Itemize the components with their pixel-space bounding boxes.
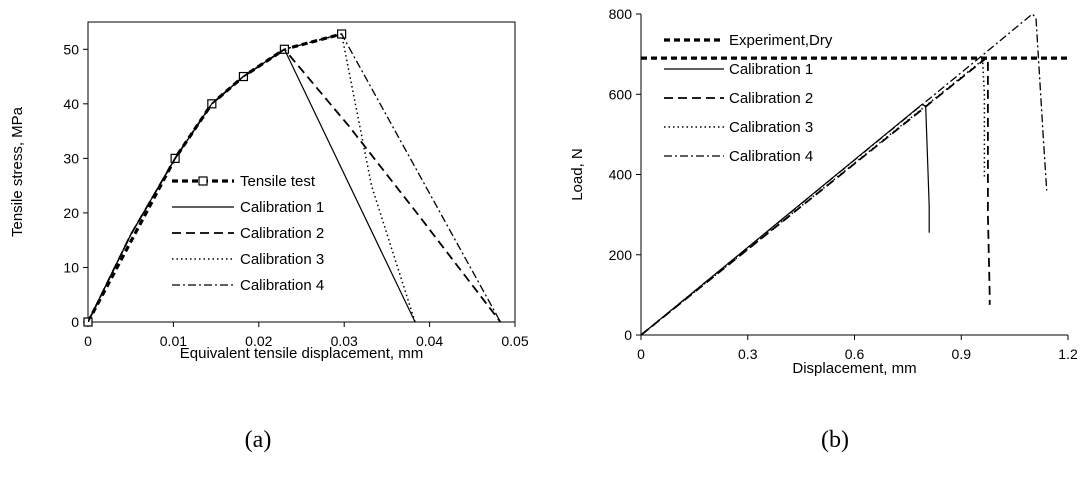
chart-a: 0 0.01 0.02 0.03 0.04 0.05 0 10 20 30 40 50 Equivale… — [9, 21, 529, 453]
y-tick-label: 600 — [609, 86, 633, 102]
series-line-3 — [641, 57, 991, 335]
series-line-4 — [641, 59, 986, 335]
figure-caption: (a) — [245, 427, 272, 453]
legend-label: Calibration 3 — [240, 251, 324, 268]
legend-label: Experiment,Dry — [729, 32, 833, 49]
series-line-5 — [88, 33, 502, 322]
series-line-5 — [641, 13, 1048, 335]
x-tick-label: 0.05 — [501, 333, 528, 349]
plot-frame — [87, 21, 516, 323]
legend-label: Calibration 1 — [729, 61, 813, 78]
legend-label: Calibration 2 — [729, 90, 813, 107]
y-tick-label: 200 — [609, 247, 633, 263]
series-line-2 — [641, 103, 930, 335]
x-axis-label: Displacement, mm — [792, 360, 916, 377]
x-tick-label: 1.2 — [1058, 346, 1078, 362]
y-tick-label: 0 — [71, 314, 79, 330]
x-tick-label: 0.6 — [845, 346, 865, 362]
y-axis-label: Load, N — [569, 148, 586, 201]
legend-label: Calibration 3 — [729, 119, 813, 136]
legend-label: Calibration 4 — [729, 148, 813, 165]
x-tick-label: 0 — [84, 333, 92, 349]
y-tick-label: 0 — [624, 327, 632, 343]
y-axis-label: Tensile stress, MPa — [9, 106, 26, 237]
x-tick-label: 0.01 — [160, 333, 187, 349]
x-tick-label: 0.03 — [331, 333, 358, 349]
y-tick-label: 400 — [609, 167, 633, 183]
x-tick-label: 0 — [637, 346, 645, 362]
legend: Experiment,Dry Calibration 1 Calibration 2… — [664, 32, 833, 165]
legend-marker — [198, 176, 208, 186]
chart-b: 0 0.3 0.6 0.9 1.2 0 200 400 600 800 Displacement, … — [569, 6, 1078, 453]
x-tick-label: 0.04 — [416, 333, 443, 349]
legend-label: Tensile test — [240, 173, 316, 190]
y-tick-label: 800 — [609, 6, 633, 22]
figure-caption: (b) — [821, 427, 849, 453]
x-tick-label: 0.3 — [738, 346, 758, 362]
x-axis-label: Equivalent tensile displacement, mm — [180, 345, 423, 362]
x-tick-label: 0.9 — [952, 346, 972, 362]
legend: Tensile test Calibration 1 Calibration 2 Ca… — [172, 173, 324, 294]
legend-label: Calibration 2 — [240, 225, 324, 242]
y-tick-label: 40 — [63, 96, 79, 112]
y-tick-label: 10 — [63, 259, 79, 275]
x-tick-label: 0.02 — [245, 333, 272, 349]
y-tick-label: 20 — [63, 205, 79, 221]
y-tick-label: 30 — [63, 150, 79, 166]
legend-label: Calibration 1 — [240, 199, 324, 216]
legend-label: Calibration 4 — [240, 277, 324, 294]
y-tick-label: 50 — [63, 41, 79, 57]
